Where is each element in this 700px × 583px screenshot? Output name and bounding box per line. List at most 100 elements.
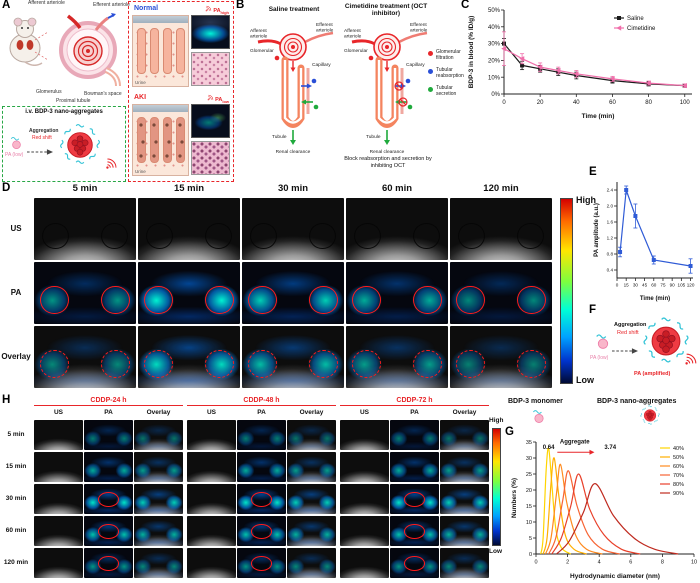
- kidney-roi-annotation: [101, 285, 130, 315]
- pa-signal-layer: [237, 452, 286, 482]
- h-pa-image: [237, 452, 286, 482]
- panel-e-letter: E: [589, 166, 597, 178]
- svg-text:15: 15: [526, 504, 532, 510]
- time-column-header: 30 min: [277, 183, 309, 194]
- pa-signal-layer: [440, 516, 489, 546]
- label-proximal-tubule: Proximal tubule: [56, 98, 91, 104]
- svg-text:105: 105: [678, 283, 686, 288]
- svg-text:10: 10: [691, 560, 697, 566]
- label-aggregation: Aggregation: [29, 128, 59, 134]
- d-us-image-120min: [450, 198, 552, 260]
- h-pa-image: [237, 548, 286, 578]
- pa-signal-layer: [287, 420, 336, 450]
- svg-text:120: 120: [687, 283, 695, 288]
- kidney-roi-annotation: [205, 222, 232, 249]
- svg-text:90%: 90%: [673, 491, 684, 497]
- h-overlay-image: [440, 484, 489, 514]
- kidney-roi-annotation: [97, 555, 120, 571]
- d-pa-image-60min: [346, 262, 448, 324]
- h-pa-image: [84, 420, 133, 450]
- svg-text:Glomerular: Glomerular: [344, 48, 368, 54]
- kidney-roi-annotation: [144, 349, 173, 379]
- cddp-group-header: CDDP-48 h: [187, 397, 336, 406]
- kidney-roi-annotation: [101, 349, 130, 379]
- svg-text:8: 8: [661, 560, 664, 566]
- panel-h-letter: H: [2, 394, 11, 406]
- legend-item: Tubular secretion: [428, 85, 472, 98]
- h-pa-image: [390, 484, 439, 514]
- cimetidine-treatment-title: Cimetidine treatment (OCT inhibitor): [344, 3, 428, 18]
- normal-title: Normal: [134, 5, 159, 12]
- h-overlay-image: [287, 516, 336, 546]
- h-us-image: [34, 452, 83, 482]
- monomer-icon: [594, 332, 612, 355]
- subcolumn-header-us: US: [359, 409, 370, 416]
- kidney-roi-annotation: [354, 222, 381, 249]
- h-us-image: [34, 548, 83, 578]
- d-overlay-image-5min: [34, 326, 136, 388]
- svg-text:45: 45: [642, 283, 648, 288]
- h-overlay-image: [287, 548, 336, 578]
- h-overlay-image: [440, 516, 489, 546]
- legend-dot: [428, 87, 433, 92]
- normal-aki-comparison-box: Normal PAhigh Urine AKI PAlow: [128, 1, 234, 182]
- chart-dls-size-distribution: 0 2 4 6 8 10 0 5 10 15 20 25 30 35 Hydrodynamic diamet…: [511, 439, 697, 580]
- time-column-header: 120 min: [483, 183, 519, 194]
- svg-text:arteriole: arteriole: [344, 34, 362, 40]
- svg-text:Hydrodynamic diameter (nm): Hydrodynamic diameter (nm): [570, 573, 660, 580]
- f-pa-low-label: PA (low): [590, 355, 609, 361]
- h-pa-image: [84, 516, 133, 546]
- pa-signal-layer: [440, 548, 489, 578]
- h-us-image: [34, 484, 83, 514]
- h-overlay-image: [134, 484, 183, 514]
- monomer-icon: [531, 408, 547, 429]
- svg-text:Renal clearance: Renal clearance: [276, 149, 311, 155]
- aki-kidney-panel: AKI PAlow Urine: [131, 94, 231, 180]
- pa-signal-layer: [390, 420, 439, 450]
- nano-aggregate-icon: [57, 121, 103, 172]
- h-pa-image: [84, 484, 133, 514]
- svg-text:5: 5: [529, 536, 532, 542]
- svg-text:60%: 60%: [673, 464, 684, 470]
- svg-text:40%: 40%: [673, 446, 684, 452]
- time-row-header: 15 min: [5, 463, 27, 470]
- d-overlay-image-120min: [450, 326, 552, 388]
- kidney-roi-annotation: [146, 222, 173, 249]
- capillary-band: [133, 16, 188, 23]
- h-pa-image: [390, 516, 439, 546]
- svg-text:arteriole: arteriole: [316, 28, 334, 34]
- label-red-shift: Red shift: [32, 135, 52, 141]
- svg-text:70%: 70%: [673, 473, 684, 479]
- arrow-icon: [27, 143, 53, 161]
- kidney-roi-annotation: [97, 491, 120, 507]
- h-pa-image: [237, 516, 286, 546]
- nano-aggregate-icon: [639, 404, 661, 431]
- svg-text:30: 30: [633, 283, 639, 288]
- iv-injection-box: i.v. BDP-3 nano-aggregates PA (low) Aggr…: [2, 106, 126, 182]
- row-header-pa: PA: [10, 288, 22, 297]
- kidney-roi-annotation: [144, 285, 173, 315]
- glomerulus-diagram: [50, 10, 128, 88]
- h-us-image: [340, 420, 389, 450]
- subcolumn-header-us: US: [53, 409, 64, 416]
- svg-text:50%: 50%: [488, 8, 501, 14]
- svg-text:0: 0: [616, 283, 619, 288]
- svg-text:30%: 30%: [488, 42, 501, 48]
- pa-signal-layer: [287, 452, 336, 482]
- svg-text:Tubule: Tubule: [366, 134, 381, 140]
- svg-text:80%: 80%: [673, 482, 684, 488]
- normal-kidney-panel: Normal PAhigh Urine: [131, 5, 231, 91]
- kidney-roi-annotation: [250, 222, 277, 249]
- kidney-roi-annotation: [101, 222, 128, 249]
- svg-text:Aggregate: Aggregate: [560, 439, 590, 445]
- svg-text:35: 35: [526, 440, 532, 446]
- pa-wave-icon: [105, 157, 118, 175]
- svg-text:Glomerular: Glomerular: [250, 48, 274, 54]
- normal-pa-image: [191, 15, 230, 49]
- colorbar-h: [492, 428, 501, 546]
- time-column-header: 60 min: [381, 183, 413, 194]
- kidney-roi-annotation: [250, 491, 273, 507]
- aggregate-header-label: BDP-3 nano-aggregates: [597, 398, 677, 405]
- urine-label: Urine: [135, 169, 146, 174]
- kidney-roi-annotation: [248, 349, 277, 379]
